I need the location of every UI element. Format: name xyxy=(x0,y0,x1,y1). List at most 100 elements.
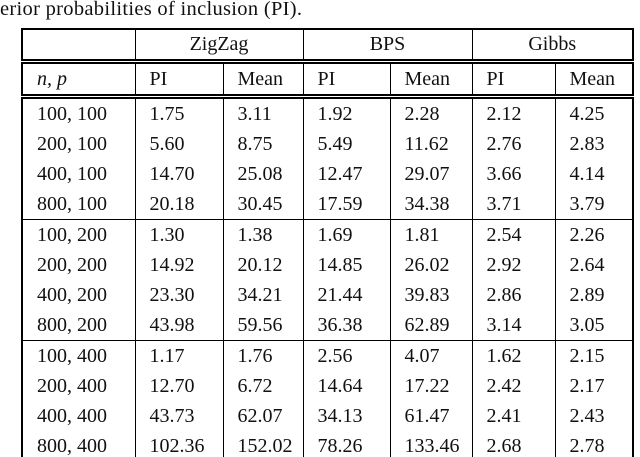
data-cell: 6.72 xyxy=(222,371,304,401)
table-row: 400, 400 43.73 62.07 34.13 61.47 2.41 2.… xyxy=(21,401,634,431)
data-cell: 3.11 xyxy=(222,96,304,129)
table-row: 400, 100 14.70 25.08 12.47 29.07 3.66 4.… xyxy=(21,159,634,189)
table-row: 200, 100 5.60 8.75 5.49 11.62 2.76 2.83 xyxy=(21,129,634,159)
row-label: 800, 200 xyxy=(21,310,136,341)
data-cell: 2.78 xyxy=(554,431,634,457)
group-header-bps: BPS xyxy=(302,29,473,64)
data-cell: 12.47 xyxy=(302,159,391,189)
data-cell: 26.02 xyxy=(389,250,473,280)
group-header-zigzag: ZigZag xyxy=(134,29,304,64)
data-cell: 34.13 xyxy=(302,401,391,431)
data-cell: 2.76 xyxy=(471,129,556,159)
data-cell: 5.49 xyxy=(302,129,391,159)
results-table: ZigZag BPS Gibbs n, p PI Mean PI Mean PI… xyxy=(21,28,634,457)
table-row: 100, 400 1.17 1.76 2.56 4.07 1.62 2.15 xyxy=(21,340,634,371)
data-cell: 36.38 xyxy=(302,310,391,341)
data-cell: 133.46 xyxy=(389,431,473,457)
data-cell: 2.54 xyxy=(471,219,556,250)
data-cell: 23.30 xyxy=(134,280,224,310)
data-cell: 14.85 xyxy=(302,250,391,280)
data-cell: 17.22 xyxy=(389,371,473,401)
data-cell: 3.14 xyxy=(471,310,556,341)
data-cell: 62.89 xyxy=(389,310,473,341)
data-cell: 39.83 xyxy=(389,280,473,310)
data-cell: 1.62 xyxy=(471,340,556,371)
col-header-pi: PI xyxy=(302,61,391,99)
data-cell: 61.47 xyxy=(389,401,473,431)
col-header-mean: Mean xyxy=(554,61,634,99)
row-label: 100, 200 xyxy=(21,219,136,250)
row-label: 200, 400 xyxy=(21,371,136,401)
data-cell: 4.25 xyxy=(554,96,634,129)
row-label: 200, 200 xyxy=(21,250,136,280)
data-cell: 1.75 xyxy=(134,96,224,129)
table-row: 400, 200 23.30 34.21 21.44 39.83 2.86 2.… xyxy=(21,280,634,310)
data-cell: 2.56 xyxy=(302,340,391,371)
data-cell: 43.98 xyxy=(134,310,224,341)
data-cell: 2.43 xyxy=(554,401,634,431)
data-cell: 2.15 xyxy=(554,340,634,371)
data-cell: 4.07 xyxy=(389,340,473,371)
col-header-mean: Mean xyxy=(389,61,473,99)
row-label: 100, 400 xyxy=(21,340,136,371)
method-header-row: ZigZag BPS Gibbs xyxy=(21,29,634,64)
data-cell: 2.42 xyxy=(471,371,556,401)
row-label: 400, 400 xyxy=(21,401,136,431)
data-cell: 1.17 xyxy=(134,340,224,371)
data-cell: 2.17 xyxy=(554,371,634,401)
data-cell: 3.05 xyxy=(554,310,634,341)
data-cell: 62.07 xyxy=(222,401,304,431)
data-cell: 30.45 xyxy=(222,189,304,220)
data-cell: 1.92 xyxy=(302,96,391,129)
column-header-row: n, p PI Mean PI Mean PI Mean xyxy=(21,61,634,99)
data-cell: 34.21 xyxy=(222,280,304,310)
data-cell: 102.36 xyxy=(134,431,224,457)
data-cell: 78.26 xyxy=(302,431,391,457)
table-row: 100, 200 1.30 1.38 1.69 1.81 2.54 2.26 xyxy=(21,219,634,250)
data-cell: 2.92 xyxy=(471,250,556,280)
data-cell: 14.70 xyxy=(134,159,224,189)
col-header-mean: Mean xyxy=(222,61,304,99)
data-cell: 3.71 xyxy=(471,189,556,220)
data-cell: 2.64 xyxy=(554,250,634,280)
data-cell: 17.59 xyxy=(302,189,391,220)
data-cell: 5.60 xyxy=(134,129,224,159)
data-cell: 14.64 xyxy=(302,371,391,401)
data-cell: 3.66 xyxy=(471,159,556,189)
data-cell: 2.28 xyxy=(389,96,473,129)
table-row: 200, 200 14.92 20.12 14.85 26.02 2.92 2.… xyxy=(21,250,634,280)
row-label: 100, 100 xyxy=(21,96,136,129)
data-cell: 1.30 xyxy=(134,219,224,250)
data-cell: 152.02 xyxy=(222,431,304,457)
row-label: 200, 100 xyxy=(21,129,136,159)
row-label: 400, 200 xyxy=(21,280,136,310)
col-header-pi: PI xyxy=(134,61,224,99)
data-cell: 14.92 xyxy=(134,250,224,280)
data-cell: 1.76 xyxy=(222,340,304,371)
row-label: 800, 400 xyxy=(21,431,136,457)
data-cell: 21.44 xyxy=(302,280,391,310)
data-cell: 20.18 xyxy=(134,189,224,220)
data-cell: 43.73 xyxy=(134,401,224,431)
row-key-header: n, p xyxy=(21,61,136,99)
data-cell: 59.56 xyxy=(222,310,304,341)
table-row: 800, 200 43.98 59.56 36.38 62.89 3.14 3.… xyxy=(21,310,634,341)
table-row: 800, 400 102.36 152.02 78.26 133.46 2.68… xyxy=(21,431,634,457)
data-cell: 8.75 xyxy=(222,129,304,159)
data-cell: 2.26 xyxy=(554,219,634,250)
data-cell: 25.08 xyxy=(222,159,304,189)
data-cell: 11.62 xyxy=(389,129,473,159)
data-cell: 2.89 xyxy=(554,280,634,310)
data-cell: 20.12 xyxy=(222,250,304,280)
row-label: 800, 100 xyxy=(21,189,136,220)
data-cell: 1.38 xyxy=(222,219,304,250)
data-cell: 4.14 xyxy=(554,159,634,189)
group-header-gibbs: Gibbs xyxy=(471,29,634,64)
data-cell: 12.70 xyxy=(134,371,224,401)
data-cell: 2.86 xyxy=(471,280,556,310)
data-cell: 34.38 xyxy=(389,189,473,220)
data-cell: 2.12 xyxy=(471,96,556,129)
data-cell: 2.83 xyxy=(554,129,634,159)
data-cell: 1.69 xyxy=(302,219,391,250)
